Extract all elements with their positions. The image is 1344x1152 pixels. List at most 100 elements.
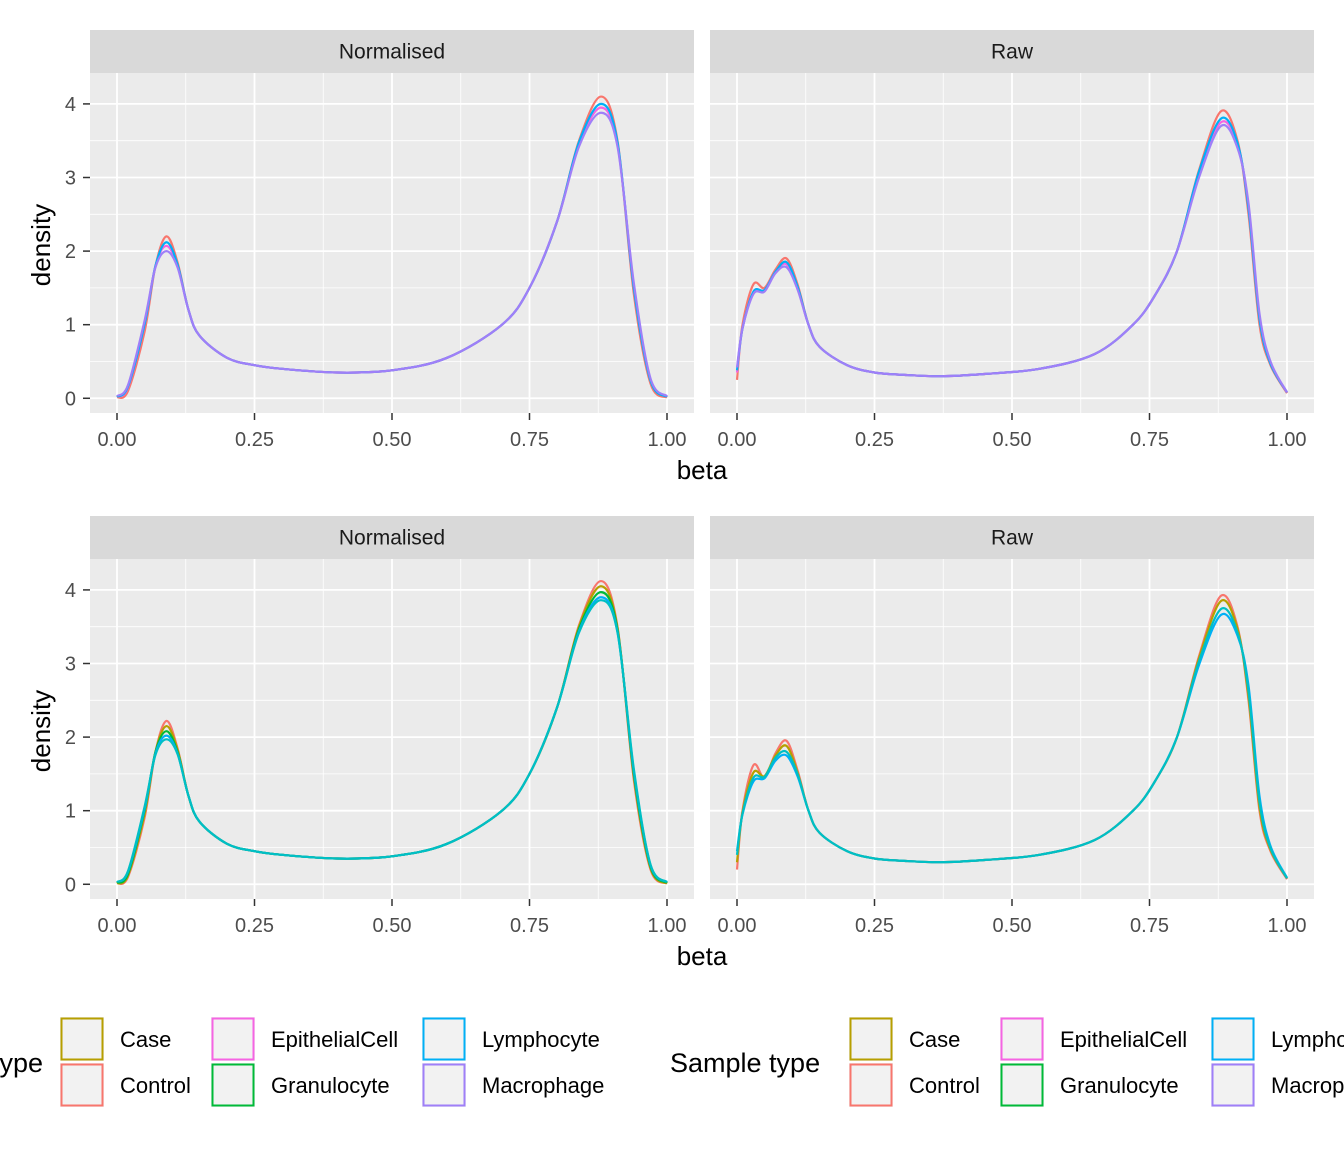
legend-key-background: [1000, 1017, 1044, 1061]
legend-label: Lymphc: [1271, 1027, 1344, 1052]
facet-panel-normalised: Normalised 0.00 0.25 0.50 0.75 1.00: [90, 516, 694, 937]
x-tick-label: 0.75: [510, 915, 549, 937]
y-tick-label: 1: [65, 315, 76, 337]
legend-key-swatch: [849, 1017, 893, 1061]
legend-item: Granulocyte: [1000, 1063, 1179, 1107]
legend-label: Granulocyte: [1060, 1073, 1179, 1098]
x-tick-label: 0.00: [718, 429, 757, 451]
x-tick-label: 0.50: [993, 429, 1032, 451]
x-tick-label: 0.50: [373, 429, 412, 451]
y-tick-label: 0: [65, 874, 76, 896]
x-tick-label: 0.00: [98, 915, 137, 937]
x-tick-label: 1.00: [648, 429, 687, 451]
legend-item: Lymphc: [1211, 1017, 1344, 1061]
legend-1: ype Case Control EpithelialCell Granulocyte L…: [0, 1017, 604, 1107]
series-line-macrophage: [116, 111, 668, 398]
legend-key-swatch: [849, 1063, 893, 1107]
facet-strip: [710, 516, 1314, 559]
legend-title: ype: [0, 1048, 43, 1078]
legend-key-swatch: [1000, 1063, 1044, 1107]
legend-key-swatch: [1211, 1063, 1255, 1107]
legend-key-background: [422, 1063, 466, 1107]
legend-key-swatch: [60, 1063, 104, 1107]
y-tick-label: 4: [65, 94, 76, 116]
legend-label: Case: [909, 1027, 960, 1052]
legend-key-background: [1211, 1063, 1255, 1107]
legend-key-swatch: [211, 1063, 255, 1107]
legend-2: Sample type Case Control EpithelialCell Gran…: [670, 1017, 1344, 1107]
x-tick-label: 0.50: [993, 915, 1032, 937]
legend-label: EpithelialCell: [271, 1027, 398, 1052]
legend-item: EpithelialCell: [211, 1017, 398, 1061]
legend-item: Macrophage: [422, 1063, 604, 1107]
series-line-granulocyte: [116, 599, 668, 884]
x-tick-label: 0.00: [98, 429, 137, 451]
legend-label: Granulocyte: [271, 1073, 390, 1098]
legend-label: Macrop: [1271, 1073, 1344, 1098]
legend-key-background: [60, 1063, 104, 1107]
legend-item: Granulocyte: [211, 1063, 390, 1107]
legend-label: Case: [120, 1027, 171, 1052]
facet-strip: [90, 516, 694, 559]
facet-panel-raw: Raw 0.00 0.25 0.50 0.75 1.00: [710, 30, 1314, 451]
x-tick-label: 1.00: [1268, 429, 1307, 451]
legend-key-background: [211, 1063, 255, 1107]
legend-key-background: [1000, 1063, 1044, 1107]
y-tick-label: 2: [65, 241, 76, 263]
legend-key-background: [60, 1017, 104, 1061]
y-axis-title: density: [26, 204, 56, 286]
legend-key-background: [422, 1017, 466, 1061]
legend-title: Sample type: [670, 1048, 820, 1078]
legend-label: Control: [120, 1073, 191, 1098]
y-axis-title: density: [26, 690, 56, 772]
x-tick-label: 0.75: [1130, 915, 1169, 937]
legend-key-background: [1211, 1017, 1255, 1061]
legend-label: Macrophage: [482, 1073, 604, 1098]
series-line-granulocyte: [735, 607, 1288, 879]
legend-label: Control: [909, 1073, 980, 1098]
x-tick-label: 0.25: [855, 915, 894, 937]
facet-strip: [90, 30, 694, 73]
legend-key-background: [211, 1017, 255, 1061]
legend-item: Case: [849, 1017, 960, 1061]
legend-key-swatch: [211, 1017, 255, 1061]
facet-panel-raw: Raw 0.00 0.25 0.50 0.75 1.00: [710, 516, 1314, 937]
facet-strip-label: Normalised: [339, 527, 445, 550]
y-tick-label: 2: [65, 727, 76, 749]
x-tick-label: 0.25: [855, 429, 894, 451]
legend-item: Case: [60, 1017, 171, 1061]
chart-bottom: density beta 0 1 2 3 4 Normalised 0.00 0.25 0.50 0.…: [26, 516, 1314, 971]
x-tick-label: 0.50: [373, 915, 412, 937]
y-tick-label: 3: [65, 654, 76, 676]
legend-item: Lymphocyte: [422, 1017, 600, 1061]
legend-item: EpithelialCell: [1000, 1017, 1187, 1061]
x-tick-label: 0.00: [718, 915, 757, 937]
legend-key-swatch: [422, 1017, 466, 1061]
legend-label: EpithelialCell: [1060, 1027, 1187, 1052]
x-axis-title: beta: [677, 455, 728, 485]
legend-key-background: [849, 1063, 893, 1107]
series-line-macrophage: [735, 123, 1288, 393]
y-tick-label: 4: [65, 580, 76, 602]
legend-label: Lymphocyte: [482, 1027, 600, 1052]
facet-panel-normalised: Normalised 0.00 0.25 0.50 0.75 1.00: [90, 30, 694, 451]
x-tick-label: 0.25: [235, 915, 274, 937]
legend-key-swatch: [1000, 1017, 1044, 1061]
y-tick-label: 0: [65, 388, 76, 410]
x-tick-label: 0.75: [510, 429, 549, 451]
legend-key-background: [849, 1017, 893, 1061]
legend-item: Control: [60, 1063, 191, 1107]
legend-key-swatch: [60, 1017, 104, 1061]
x-axis-title: beta: [677, 941, 728, 971]
legend-item: Control: [849, 1063, 980, 1107]
chart-top: density beta 0 1 2 3 4 Normalised 0.00 0.25 0.50 0.…: [26, 30, 1314, 485]
legend-key-swatch: [1211, 1017, 1255, 1061]
legend-key-swatch: [422, 1063, 466, 1107]
x-tick-label: 0.75: [1130, 429, 1169, 451]
x-tick-label: 1.00: [648, 915, 687, 937]
facet-strip-label: Raw: [991, 527, 1034, 550]
legend-item: Macrop: [1211, 1063, 1344, 1107]
facet-strip-label: Normalised: [339, 41, 445, 64]
y-tick-label: 3: [65, 168, 76, 190]
